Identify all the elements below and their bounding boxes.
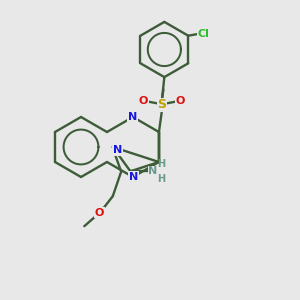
Text: S: S <box>158 98 166 112</box>
Text: N: N <box>129 172 138 182</box>
Text: N: N <box>148 166 158 176</box>
Text: N: N <box>128 112 137 122</box>
Text: O: O <box>176 96 185 106</box>
Text: H: H <box>157 174 165 184</box>
Text: O: O <box>94 208 104 218</box>
Text: O: O <box>139 96 148 106</box>
Text: H: H <box>157 159 165 169</box>
Text: N: N <box>113 145 122 155</box>
Text: Cl: Cl <box>197 29 209 39</box>
